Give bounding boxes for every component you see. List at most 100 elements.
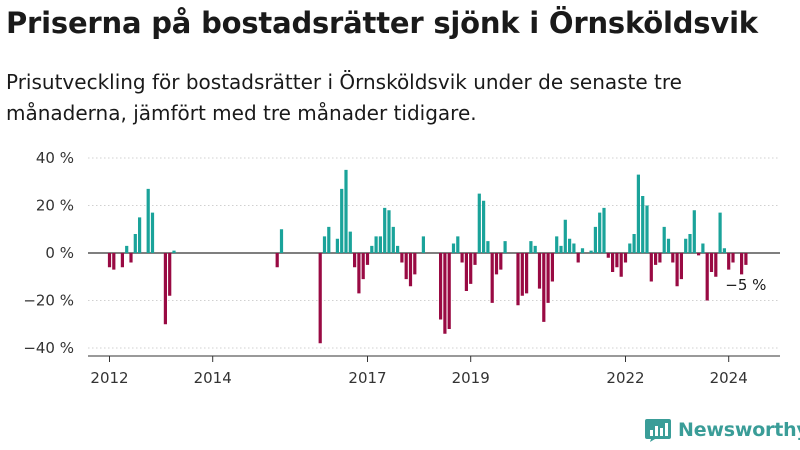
bar-2022-05: [641, 196, 645, 253]
newsworthy-logo: Newsworthy: [644, 418, 800, 442]
bar-2022-06: [645, 205, 649, 253]
bar-2022-08: [654, 253, 658, 265]
bar-2021-06: [593, 226, 597, 253]
bar-2023-07: [701, 243, 705, 253]
bar-2016-03: [322, 236, 327, 253]
bar-2017-08: [396, 245, 400, 253]
bar-2016-02: [318, 253, 322, 344]
bar-2024-02: [731, 253, 735, 263]
y-tick-label: −20 %: [23, 292, 74, 310]
bar-2012-04: [120, 253, 124, 268]
bar-2013-02: [163, 253, 167, 325]
bar-2021-01: [572, 243, 576, 253]
bar-2023-06: [697, 253, 701, 256]
bar-2016-08: [344, 169, 348, 253]
bar-2023-10: [714, 253, 718, 277]
bar-2017-02: [370, 245, 374, 253]
bar-chart: 40 % 20 % 0 % −20 % −40 % 2012 2014 2017 2019 202…: [23, 149, 780, 387]
bar-2017-05: [383, 207, 387, 253]
latest-value-annotation: −5 %: [725, 276, 766, 294]
bar-2021-07: [598, 212, 602, 253]
bar-2015-04: [275, 253, 279, 268]
bar-2017-12: [413, 253, 417, 275]
y-tick-label: 0 %: [45, 244, 74, 262]
bar-2019-09: [503, 241, 507, 253]
bar-2020-11: [563, 219, 567, 253]
bar-2012-01: [107, 253, 112, 268]
bar-2018-07: [443, 253, 447, 334]
bar-2019-12: [516, 253, 520, 306]
bar-2018-10: [456, 236, 460, 253]
bar-2022-02: [628, 243, 632, 253]
bar-2017-11: [408, 253, 413, 287]
bar-2016-04: [327, 226, 331, 253]
bar-2020-01: [520, 253, 524, 296]
bar-2024-01: [727, 253, 731, 270]
bar-2022-12: [671, 253, 675, 263]
bar-2018-06: [439, 253, 443, 320]
bar-2019-07: [494, 253, 499, 275]
bar-2019-02: [473, 253, 477, 265]
bar-2019-03: [477, 193, 481, 253]
bar-2020-07: [546, 253, 550, 303]
bar-2019-08: [499, 253, 503, 270]
bar-2017-03: [374, 236, 378, 253]
bar-2022-01: [623, 253, 628, 263]
bar-2020-08: [550, 253, 554, 282]
bar-2021-03: [580, 248, 585, 253]
bar-2022-11: [666, 238, 671, 253]
chart-title: Priserna på bostadsrätter sjönk i Örnskö…: [6, 6, 758, 40]
bar-2012-08: [138, 217, 142, 253]
bar-2012-07: [133, 234, 137, 253]
bar-2013-03: [168, 253, 172, 296]
bar-2017-01: [365, 253, 370, 265]
bar-2019-06: [490, 253, 494, 303]
x-tick-label: 2022: [606, 369, 644, 387]
bar-2023-11: [718, 212, 722, 253]
bar-2022-09: [658, 253, 662, 263]
bar-2015-05: [279, 229, 284, 253]
bar-2017-07: [391, 226, 395, 253]
bar-2024-05: [744, 253, 748, 265]
bar-2022-03: [632, 234, 636, 253]
bar-2023-02: [679, 253, 683, 280]
y-tick-label: 20 %: [36, 197, 74, 215]
bar-2023-03: [684, 238, 688, 253]
bar-2020-12: [568, 238, 572, 253]
chart-subtitle: Prisutveckling för bostadsrätter i Örnsk…: [6, 70, 682, 125]
bar-2016-10: [353, 253, 357, 268]
bar-2020-09: [555, 236, 559, 253]
bar-2016-12: [361, 253, 365, 280]
bar-2020-05: [537, 253, 542, 289]
bar-2018-09: [451, 243, 456, 253]
bar-2020-02: [525, 253, 529, 294]
bar-2017-06: [387, 210, 391, 253]
y-tick-label: −40 %: [23, 339, 74, 357]
bar-2023-09: [709, 253, 714, 272]
x-tick-label: 2017: [348, 369, 386, 387]
bar-2021-12: [619, 253, 623, 277]
bar-2021-05: [589, 250, 593, 253]
bar-2020-03: [529, 241, 533, 253]
bar-2012-02: [112, 253, 116, 270]
bar-2022-10: [662, 226, 666, 253]
bar-2022-07: [649, 253, 653, 282]
bar-2020-04: [533, 245, 537, 253]
bar-2019-04: [482, 200, 486, 253]
bar-2016-09: [348, 231, 352, 253]
bar-2021-02: [576, 253, 580, 263]
bar-2016-07: [340, 188, 344, 253]
x-tick-label: 2024: [710, 369, 748, 387]
bar-2012-05: [125, 245, 129, 253]
bar-2012-06: [129, 253, 133, 263]
bar-2018-11: [460, 253, 464, 263]
bar-2023-05: [692, 210, 696, 253]
bar-2018-08: [447, 253, 451, 329]
y-tick-label: 40 %: [36, 149, 74, 167]
bar-2020-10: [559, 245, 563, 253]
bar-2017-04: [378, 236, 382, 253]
bars-layer: [107, 169, 748, 344]
bar-2023-01: [675, 253, 679, 287]
bar-2018-02: [421, 236, 425, 253]
bar-chart-logo-icon: [645, 419, 671, 442]
